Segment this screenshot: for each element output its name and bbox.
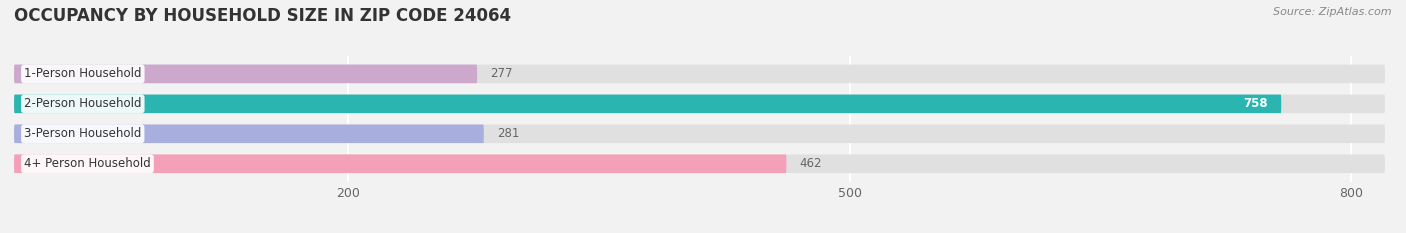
FancyBboxPatch shape	[14, 65, 477, 83]
FancyBboxPatch shape	[14, 95, 1281, 113]
Text: 2-Person Household: 2-Person Household	[24, 97, 142, 110]
Text: 277: 277	[491, 67, 513, 80]
FancyBboxPatch shape	[14, 95, 1385, 113]
Text: 758: 758	[1243, 97, 1268, 110]
Text: 1-Person Household: 1-Person Household	[24, 67, 142, 80]
FancyBboxPatch shape	[14, 124, 484, 143]
FancyBboxPatch shape	[14, 65, 1385, 83]
Text: 281: 281	[498, 127, 520, 140]
FancyBboxPatch shape	[14, 154, 1385, 173]
Text: OCCUPANCY BY HOUSEHOLD SIZE IN ZIP CODE 24064: OCCUPANCY BY HOUSEHOLD SIZE IN ZIP CODE …	[14, 7, 512, 25]
Text: 462: 462	[800, 157, 823, 170]
Text: 4+ Person Household: 4+ Person Household	[24, 157, 150, 170]
Text: Source: ZipAtlas.com: Source: ZipAtlas.com	[1274, 7, 1392, 17]
FancyBboxPatch shape	[14, 154, 786, 173]
Text: 3-Person Household: 3-Person Household	[24, 127, 142, 140]
FancyBboxPatch shape	[14, 124, 1385, 143]
